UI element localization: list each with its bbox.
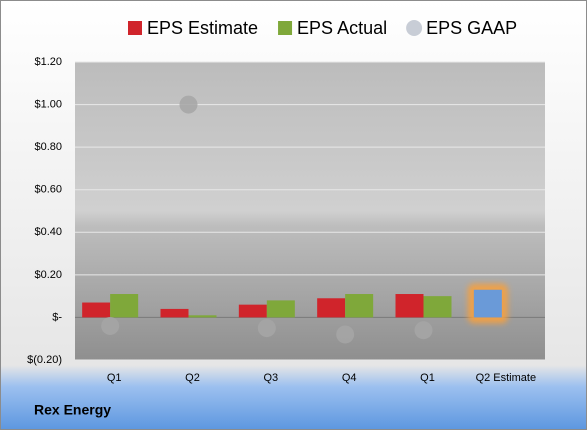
y-tick-label: $0.40 <box>34 226 62 238</box>
legend-swatch <box>406 20 423 36</box>
bar <box>238 304 267 318</box>
x-tick-label: Q1 <box>420 372 435 384</box>
y-tick-label: $(0.20) <box>27 354 62 366</box>
y-tick-label: $1.20 <box>34 56 62 68</box>
bar <box>110 294 139 318</box>
y-tick-label: $0.60 <box>34 184 62 196</box>
chart-title: Rex Energy <box>34 402 111 418</box>
gaap-point <box>101 316 120 335</box>
legend-swatch <box>278 21 293 35</box>
bar <box>423 296 452 318</box>
bar <box>473 289 502 318</box>
x-tick-label: Q1 <box>107 372 122 384</box>
x-tick-label: Q2 <box>185 372 200 384</box>
bar <box>82 302 111 318</box>
legend-label: EPS Actual <box>297 18 387 38</box>
bar <box>188 315 217 318</box>
y-tick-label: $1.00 <box>34 98 62 110</box>
y-tick-label: $- <box>52 311 62 323</box>
gaap-point <box>257 319 276 338</box>
bar <box>160 308 189 318</box>
y-tick-label: $0.20 <box>34 269 62 281</box>
bar <box>345 294 374 318</box>
bar <box>266 300 295 318</box>
plot-area <box>75 62 545 360</box>
bar <box>395 294 424 318</box>
bar <box>317 298 346 318</box>
gaap-point <box>336 325 355 344</box>
x-tick-label: Q3 <box>263 372 278 384</box>
y-tick-label: $0.80 <box>34 141 62 153</box>
legend-label: EPS GAAP <box>426 18 517 38</box>
x-tick-label: Q4 <box>342 372 357 384</box>
gaap-point <box>414 321 433 340</box>
legend-label: EPS Estimate <box>147 18 258 38</box>
x-tick-label: Q2 Estimate <box>476 372 537 384</box>
gaap-point <box>179 95 198 114</box>
legend-swatch <box>128 21 142 35</box>
